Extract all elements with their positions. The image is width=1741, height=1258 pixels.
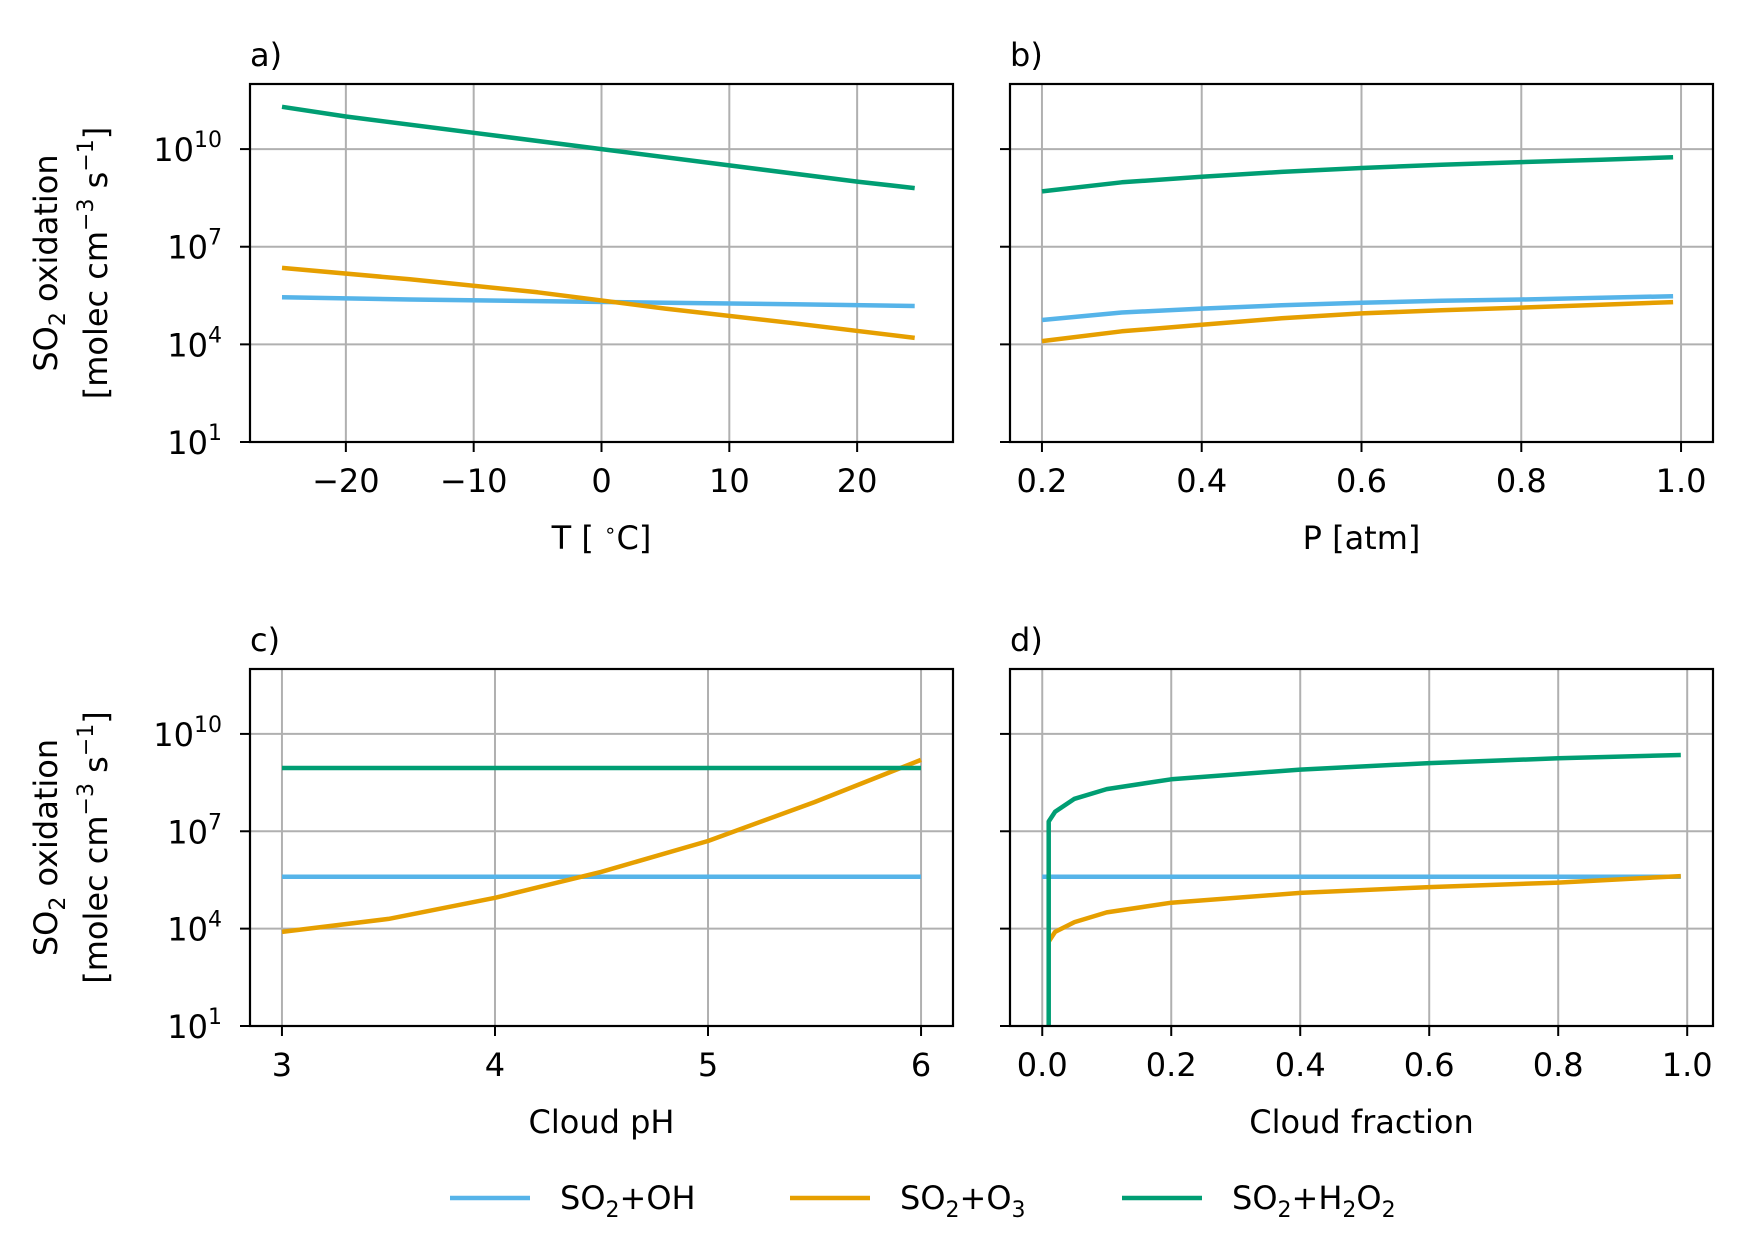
series-line-o3 bbox=[281, 757, 922, 935]
series-line-o3 bbox=[281, 265, 915, 341]
x-tick-label: 0.6 bbox=[1404, 1046, 1455, 1084]
y-tick-label: 101 bbox=[167, 1005, 222, 1046]
x-tick-label: 0.6 bbox=[1336, 462, 1387, 500]
x-tick-label: 1.0 bbox=[1656, 462, 1707, 500]
panel-c: 3 4 5 6 101 104 107 1010 Cloud pH c) SO2 oxidation… bbox=[27, 621, 955, 1141]
series-line-oh bbox=[1041, 293, 1674, 323]
axes-frame bbox=[248, 667, 955, 1028]
y-tick-label: 104 bbox=[167, 908, 222, 949]
x-tick-label: 0.0 bbox=[1017, 1046, 1068, 1084]
y-axis-label: SO2 oxidation [molec cm−3 s−1] bbox=[27, 711, 115, 984]
x-tick-label: 1.0 bbox=[1662, 1046, 1713, 1084]
y-tick-label: 101 bbox=[167, 421, 222, 462]
panel-label: a) bbox=[250, 36, 282, 74]
x-tick-label: −10 bbox=[440, 462, 508, 500]
x-tick-label: 6 bbox=[911, 1046, 931, 1084]
y-axis-label-line1: SO2 oxidation bbox=[27, 739, 71, 956]
series-line-o3 bbox=[1046, 873, 1681, 943]
x-axis-label: Cloud fraction bbox=[1249, 1103, 1474, 1141]
legend-item-h2o2: SO2+H2O2 bbox=[1122, 1179, 1396, 1223]
x-tick-label: 0.2 bbox=[1146, 1046, 1197, 1084]
legend-label-h2o2: SO2+H2O2 bbox=[1232, 1179, 1396, 1223]
panel-a: −20 −10 0 10 20 101 104 107 1010 T [ ∘C] a) SO2 oxi… bbox=[27, 36, 955, 557]
series-line-h2o2 bbox=[1046, 752, 1681, 1026]
panel-label: c) bbox=[250, 621, 280, 659]
x-tick-label: 20 bbox=[837, 462, 878, 500]
legend-label-oh: SO2+OH bbox=[560, 1179, 696, 1223]
y-axis-label: SO2 oxidation [molec cm−3 s−1] bbox=[27, 127, 115, 400]
series-line-h2o2 bbox=[281, 104, 915, 191]
x-tick-label: 3 bbox=[272, 1046, 292, 1084]
y-tick-label: 107 bbox=[167, 810, 222, 851]
y-axis-label-line2: [molec cm−3 s−1] bbox=[74, 127, 115, 400]
x-tick-label: −20 bbox=[312, 462, 380, 500]
x-axis-label: T [ ∘C] bbox=[551, 518, 652, 557]
x-axis-label: P [atm] bbox=[1303, 519, 1421, 557]
legend-label-o3: SO2+O3 bbox=[900, 1179, 1026, 1223]
y-tick-label: 1010 bbox=[153, 128, 222, 169]
legend: SO2+OH SO2+O3 SO2+H2O2 bbox=[450, 1179, 1396, 1223]
x-tick-label: 4 bbox=[485, 1046, 505, 1084]
panel-b: 0.2 0.4 0.6 0.8 1.0 P [atm] b) bbox=[1000, 36, 1715, 557]
panel-label: b) bbox=[1010, 36, 1043, 74]
y-axis-label-line1: SO2 oxidation bbox=[27, 154, 71, 371]
legend-item-o3: SO2+O3 bbox=[790, 1179, 1026, 1223]
x-tick-label: 0.8 bbox=[1533, 1046, 1584, 1084]
y-tick-label: 104 bbox=[167, 323, 222, 364]
y-tick-label: 1010 bbox=[153, 713, 222, 754]
x-tick-label: 0.8 bbox=[1496, 462, 1547, 500]
x-tick-label: 10 bbox=[709, 462, 750, 500]
x-axis-label: Cloud pH bbox=[529, 1103, 675, 1141]
panel-label: d) bbox=[1010, 621, 1043, 659]
series-line-o3 bbox=[1041, 299, 1674, 344]
y-axis-label-line2: [molec cm−3 s−1] bbox=[74, 711, 115, 984]
axes-frame bbox=[1008, 667, 1715, 1028]
y-tick-label: 107 bbox=[167, 226, 222, 267]
panel-d: 0.0 0.2 0.4 0.6 0.8 1.0 Cloud fraction d) bbox=[1000, 621, 1715, 1141]
x-tick-label: 0.4 bbox=[1275, 1046, 1326, 1084]
x-tick-label: 5 bbox=[698, 1046, 718, 1084]
x-tick-label: 0 bbox=[591, 462, 611, 500]
x-tick-label: 0.4 bbox=[1176, 462, 1227, 500]
legend-item-oh: SO2+OH bbox=[450, 1179, 696, 1223]
x-tick-label: 0.2 bbox=[1017, 462, 1068, 500]
series-line-h2o2 bbox=[1041, 154, 1674, 194]
